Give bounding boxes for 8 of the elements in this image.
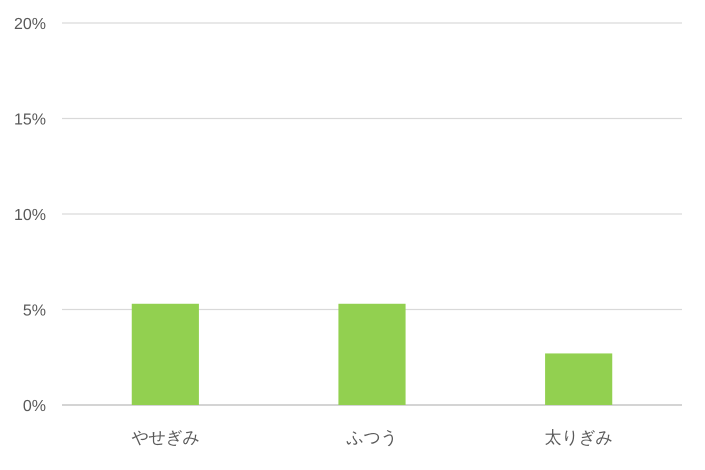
y-tick-label: 5% <box>22 302 46 320</box>
y-tick-label: 0% <box>22 398 46 415</box>
y-tick-label: 15% <box>14 112 46 128</box>
x-tick-label: やせぎみ <box>131 428 200 447</box>
x-tick-label: 太りぎみ <box>544 428 613 447</box>
y-tick-label: 20% <box>14 16 46 33</box>
x-tick-label: ふつう <box>346 428 398 447</box>
y-tick-label: 10% <box>14 207 46 224</box>
